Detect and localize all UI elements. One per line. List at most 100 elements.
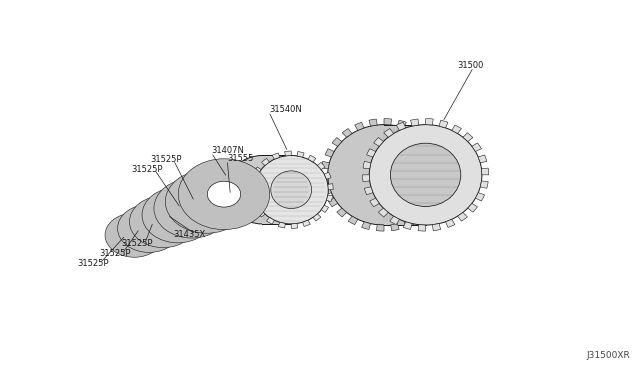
Ellipse shape [138, 219, 161, 237]
Ellipse shape [178, 198, 206, 219]
Ellipse shape [271, 171, 312, 209]
Polygon shape [436, 155, 445, 163]
Polygon shape [426, 119, 433, 125]
Polygon shape [468, 203, 477, 212]
Ellipse shape [197, 173, 251, 215]
Text: 31555: 31555 [227, 154, 253, 163]
Polygon shape [384, 125, 426, 225]
Polygon shape [291, 224, 298, 228]
Polygon shape [355, 122, 364, 130]
Polygon shape [452, 125, 461, 134]
Polygon shape [363, 161, 371, 169]
Text: 31525P: 31525P [150, 155, 182, 164]
Polygon shape [463, 133, 473, 141]
Polygon shape [374, 138, 383, 146]
Polygon shape [262, 158, 269, 166]
Ellipse shape [191, 190, 222, 213]
Polygon shape [390, 216, 399, 225]
Text: 31540N: 31540N [269, 105, 301, 114]
Polygon shape [370, 198, 380, 207]
Polygon shape [328, 184, 333, 190]
Polygon shape [337, 208, 347, 217]
Text: 31525P: 31525P [77, 259, 108, 268]
Ellipse shape [207, 181, 241, 207]
Polygon shape [317, 162, 325, 170]
Ellipse shape [124, 227, 145, 243]
Polygon shape [404, 219, 413, 227]
Polygon shape [262, 155, 291, 224]
Polygon shape [332, 138, 342, 146]
Polygon shape [342, 129, 352, 137]
Polygon shape [391, 224, 399, 231]
Polygon shape [308, 155, 316, 162]
Polygon shape [421, 133, 431, 141]
Ellipse shape [154, 179, 230, 238]
Ellipse shape [328, 125, 440, 225]
Text: 31525P: 31525P [122, 239, 153, 248]
Ellipse shape [118, 204, 180, 253]
Polygon shape [266, 217, 275, 224]
Polygon shape [384, 119, 392, 125]
Ellipse shape [143, 206, 183, 237]
Polygon shape [297, 151, 304, 157]
Polygon shape [440, 168, 447, 175]
Polygon shape [249, 190, 255, 196]
Polygon shape [364, 187, 373, 195]
Polygon shape [362, 175, 370, 182]
Polygon shape [321, 175, 328, 182]
Ellipse shape [165, 170, 248, 233]
Polygon shape [397, 120, 406, 128]
Ellipse shape [165, 205, 191, 225]
Polygon shape [367, 149, 376, 157]
Text: 31407N: 31407N [211, 146, 244, 155]
Ellipse shape [105, 213, 164, 257]
Polygon shape [362, 222, 371, 230]
Text: 31525P: 31525P [131, 165, 163, 174]
Polygon shape [403, 222, 412, 230]
Ellipse shape [182, 183, 231, 220]
Ellipse shape [117, 222, 152, 248]
Polygon shape [348, 216, 358, 225]
Polygon shape [254, 167, 261, 174]
Polygon shape [278, 222, 285, 228]
Polygon shape [476, 193, 484, 201]
Ellipse shape [131, 214, 168, 243]
Polygon shape [369, 119, 377, 126]
Polygon shape [376, 225, 384, 231]
Text: 31525P: 31525P [99, 249, 131, 258]
Polygon shape [326, 195, 333, 202]
Polygon shape [321, 161, 330, 169]
Polygon shape [313, 214, 321, 221]
Ellipse shape [170, 191, 214, 226]
Text: 31435X: 31435X [173, 230, 205, 239]
Polygon shape [439, 120, 448, 128]
Polygon shape [410, 119, 419, 126]
Ellipse shape [369, 125, 482, 225]
Polygon shape [323, 187, 332, 195]
Polygon shape [480, 181, 488, 188]
Polygon shape [272, 153, 280, 159]
Polygon shape [325, 149, 334, 157]
Polygon shape [384, 129, 394, 137]
Polygon shape [257, 210, 265, 217]
Polygon shape [250, 178, 256, 185]
Polygon shape [478, 155, 487, 163]
Text: 31500: 31500 [458, 61, 484, 70]
Polygon shape [472, 143, 481, 151]
Polygon shape [252, 200, 258, 207]
Polygon shape [418, 225, 426, 231]
Polygon shape [410, 125, 420, 134]
Polygon shape [430, 143, 440, 151]
Polygon shape [433, 224, 441, 231]
Ellipse shape [254, 155, 328, 224]
Ellipse shape [129, 196, 197, 248]
Polygon shape [445, 219, 455, 227]
Text: J31500XR: J31500XR [587, 351, 630, 360]
Ellipse shape [390, 143, 461, 206]
Polygon shape [426, 203, 436, 212]
Ellipse shape [142, 187, 214, 243]
Ellipse shape [157, 199, 199, 231]
Polygon shape [328, 198, 338, 207]
Polygon shape [434, 193, 443, 201]
Polygon shape [396, 122, 406, 130]
